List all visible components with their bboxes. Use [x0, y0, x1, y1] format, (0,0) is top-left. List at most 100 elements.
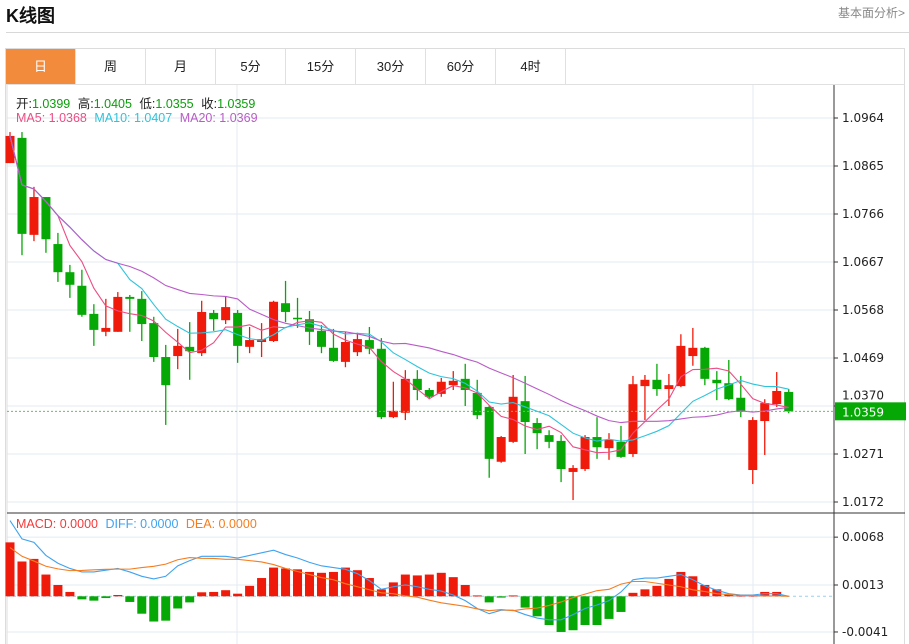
macd-bar — [185, 596, 195, 603]
macd-bar — [257, 578, 267, 597]
macd-bar — [53, 584, 63, 597]
ma10-line — [9, 135, 789, 442]
candle-up — [245, 340, 255, 347]
price-tick-label: 1.0568 — [842, 303, 884, 317]
macd-bar — [352, 570, 362, 597]
candle-down — [41, 197, 51, 240]
tab-60min[interactable]: 60分 — [426, 49, 496, 84]
macd-legend: MACD: 0.0000 DIFF: 0.0000 DEA: 0.0000 — [16, 517, 261, 531]
candle-down — [712, 379, 722, 384]
macd-bar — [29, 558, 39, 597]
macd-bar — [41, 574, 51, 597]
period-tabs: 日 周 月 5分 15分 30分 60分 4时 — [6, 49, 566, 84]
candle-down — [65, 272, 75, 285]
macd-bar — [77, 596, 87, 600]
macd-bar — [544, 596, 554, 626]
price-tick-label: 1.0172 — [842, 495, 884, 509]
price-tick-label: 1.0766 — [842, 207, 884, 221]
candle-up — [101, 327, 111, 332]
candle-up — [496, 437, 506, 462]
macd-bar — [700, 584, 710, 597]
macd-bar — [328, 571, 338, 597]
candle-up — [688, 347, 698, 357]
price-tick-label: 1.0865 — [842, 159, 884, 173]
macd-bar — [496, 596, 506, 598]
candle-down — [233, 312, 243, 346]
candle-down — [305, 319, 314, 332]
macd-bar — [305, 571, 314, 597]
macd-bar — [688, 576, 698, 597]
ohlc-legend: 开:1.0399 高:1.0405 低:1.0355 收:1.0359 — [16, 93, 259, 112]
macd-bar — [712, 589, 722, 597]
candle-up — [760, 403, 770, 422]
macd-bar — [340, 567, 350, 597]
candle-up — [113, 296, 123, 332]
tab-month[interactable]: 月 — [146, 49, 216, 84]
ma10-value: MA10: 1.0407 — [94, 111, 173, 125]
current-price-badge — [835, 402, 906, 421]
candle-up — [676, 345, 686, 387]
price-tick-label: 1.0469 — [842, 351, 884, 365]
macd-bar — [137, 596, 147, 614]
macd-bar — [388, 582, 398, 597]
macd-bar — [724, 594, 734, 597]
tab-5min[interactable]: 5分 — [216, 49, 286, 84]
tab-30min[interactable]: 30分 — [356, 49, 426, 84]
macd-bar — [472, 595, 482, 597]
candle-up — [29, 197, 39, 235]
macd-bar — [364, 578, 374, 597]
ma20-value: MA20: 1.0369 — [179, 111, 258, 125]
price-tick-label: 1.0667 — [842, 255, 884, 269]
tab-4h[interactable]: 4时 — [496, 49, 566, 84]
current-price-label: 1.0359 — [842, 405, 884, 419]
ma5-value: MA5: 1.0368 — [16, 111, 87, 125]
tab-week[interactable]: 周 — [76, 49, 146, 84]
candle-up — [400, 378, 410, 413]
macd-bar — [269, 567, 279, 597]
fundamental-analysis-link[interactable]: 基本面分析> — [837, 6, 905, 20]
macd-bar — [604, 596, 614, 619]
macd-bar — [568, 596, 578, 631]
open-label: 开: — [16, 97, 32, 111]
ma5-line — [9, 135, 789, 454]
macd-bar — [173, 596, 183, 609]
candle-down — [328, 347, 338, 361]
candle-down — [652, 379, 662, 390]
candle-down — [77, 285, 87, 315]
candle-down — [137, 298, 147, 325]
price-tick-label: 1.0271 — [842, 447, 884, 461]
tab-day[interactable]: 日 — [6, 49, 76, 84]
macd-bar — [161, 596, 171, 621]
candle-down — [17, 137, 27, 234]
close-label: 收: — [201, 97, 218, 111]
close-value: 1.0359 — [217, 97, 256, 111]
candle-up — [580, 437, 590, 470]
candle-down — [484, 406, 494, 459]
macd-bar — [532, 596, 542, 617]
low-value: 1.0355 — [155, 97, 194, 111]
macd-bar — [580, 596, 590, 626]
macd-bar — [125, 596, 135, 602]
candle-down — [724, 383, 734, 400]
page-title: K线图 — [6, 6, 55, 26]
macd-bar — [664, 578, 674, 597]
macd-bar — [616, 596, 626, 612]
candle-down — [125, 296, 135, 299]
candle-down — [472, 392, 482, 416]
candle-down — [544, 435, 554, 442]
candle-down — [532, 422, 542, 434]
tab-15min[interactable]: 15分 — [286, 49, 356, 84]
macd-bar — [197, 592, 207, 597]
candle-up — [772, 390, 782, 405]
macd-bar — [640, 589, 650, 597]
macd-value: MACD: 0.0000 — [16, 517, 98, 531]
candle-up — [436, 381, 446, 394]
macd-bar — [628, 592, 638, 597]
candle-down — [376, 348, 386, 418]
macd-tick-label: 0.0013 — [842, 578, 884, 592]
candle-down — [53, 244, 63, 273]
candle-up — [173, 345, 183, 357]
high-value: 1.0405 — [93, 97, 132, 111]
candle-up — [568, 468, 578, 472]
